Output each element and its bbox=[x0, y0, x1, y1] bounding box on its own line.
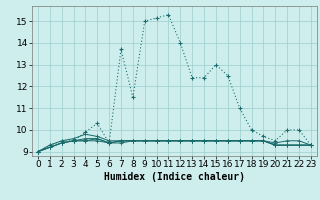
X-axis label: Humidex (Indice chaleur): Humidex (Indice chaleur) bbox=[104, 172, 245, 182]
